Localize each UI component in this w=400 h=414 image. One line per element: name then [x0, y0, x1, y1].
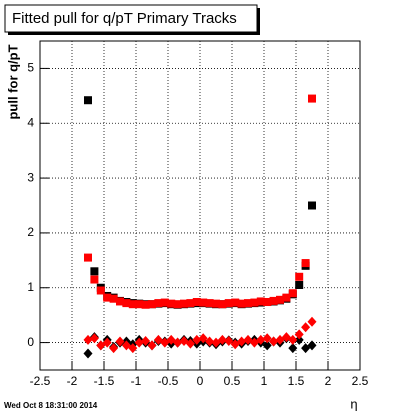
square-marker [212, 299, 220, 308]
square-marker [154, 299, 163, 308]
diamond-marker [217, 334, 227, 345]
square-marker [103, 293, 112, 302]
diamond-marker [256, 334, 266, 345]
y-tick-label: 1 [27, 280, 34, 294]
square-marker [141, 300, 150, 309]
diamond-marker [301, 322, 311, 333]
diamond-marker [192, 334, 202, 345]
x-tick-label: 0.5 [224, 374, 241, 388]
square-marker [199, 298, 208, 307]
square-marker [128, 300, 137, 309]
diamond-marker [198, 333, 208, 344]
x-tick-label: -0.5 [158, 374, 179, 388]
square-marker [148, 300, 156, 309]
square-marker [173, 300, 182, 309]
square-marker [276, 295, 284, 304]
square-marker [167, 299, 176, 308]
x-tick-label: -2.5 [30, 374, 51, 388]
square-marker [256, 297, 265, 306]
diamond-marker [237, 336, 247, 347]
square-marker [84, 96, 92, 105]
diamond-marker [307, 340, 317, 351]
y-tick-label: 0 [27, 335, 34, 349]
square-marker [180, 299, 188, 308]
square-marker [288, 289, 297, 298]
square-marker [116, 297, 124, 306]
square-marker [282, 293, 291, 302]
square-marker [263, 298, 272, 307]
y-tick-label: 3 [27, 170, 34, 184]
diamond-marker [147, 340, 157, 351]
diamond-marker [115, 336, 125, 347]
y-tick-label: 5 [27, 61, 34, 75]
diamond-marker [173, 337, 183, 348]
square-marker [244, 299, 252, 308]
diamond-marker [294, 329, 304, 340]
title-box [4, 4, 258, 33]
square-marker [96, 286, 105, 295]
square-marker [122, 299, 131, 308]
x-tick-label: 2.5 [352, 374, 369, 388]
x-axis-label: η [350, 396, 357, 411]
square-marker [224, 299, 233, 308]
square-marker [231, 298, 240, 307]
square-marker [250, 298, 259, 307]
square-marker [205, 299, 214, 308]
x-tick-label: -1 [131, 374, 142, 388]
square-marker [218, 300, 227, 309]
diamond-marker [102, 337, 112, 348]
diamond-marker [134, 337, 144, 348]
diamond-marker [109, 343, 119, 354]
diamond-marker [224, 335, 234, 346]
square-marker [192, 298, 201, 307]
x-tick-label: -2 [67, 374, 78, 388]
square-marker [109, 294, 118, 303]
x-tick-label: -1.5 [94, 374, 115, 388]
diamond-marker [307, 316, 317, 327]
square-marker [269, 296, 278, 305]
square-marker [237, 299, 246, 308]
square-marker [295, 272, 304, 281]
chart-title: Fitted pull for q/pT Primary Tracks [12, 10, 237, 27]
y-tick-label: 2 [27, 225, 34, 239]
diamond-marker [205, 336, 215, 347]
x-tick-label: 1 [261, 374, 268, 388]
square-marker [295, 281, 304, 290]
diamond-marker [294, 334, 304, 345]
y-axis-label: pull for q/pT [5, 44, 20, 119]
square-marker [160, 298, 169, 307]
diamond-marker [269, 336, 279, 347]
square-marker [308, 94, 316, 103]
x-tick-label: 2 [325, 374, 332, 388]
diamond-marker [141, 335, 151, 346]
square-marker [186, 299, 195, 308]
diamond-marker [262, 340, 272, 351]
square-marker [135, 300, 144, 309]
square-marker [90, 267, 99, 276]
diamond-marker [128, 343, 138, 354]
y-tick-label: 4 [27, 115, 34, 129]
diamond-marker [89, 333, 99, 344]
footer: Wed Oct 8 18:31:00 2014 [4, 401, 98, 410]
x-tick-label: 1.5 [288, 374, 305, 388]
diamond-marker [83, 334, 93, 345]
x-tick-label: 0 [197, 374, 204, 388]
plot-frame [39, 40, 361, 371]
diamond-marker [288, 334, 298, 345]
diamond-marker [83, 348, 93, 359]
diamond-marker [185, 338, 195, 349]
square-marker [90, 275, 99, 284]
square-marker [308, 201, 316, 210]
square-marker [84, 253, 92, 262]
diamond-marker [288, 343, 298, 354]
diamond-marker [262, 333, 272, 344]
square-marker [301, 259, 310, 268]
